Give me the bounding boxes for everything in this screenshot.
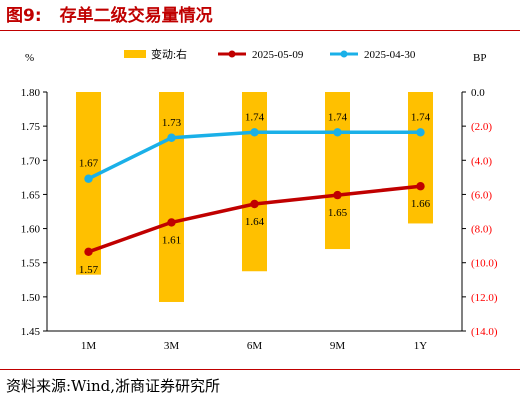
data-point [84,174,93,183]
bar-9M [325,92,350,250]
data-label: 1.74 [245,111,265,123]
data-point [333,190,342,200]
data-label: 1.64 [245,216,265,228]
right-tick-label: (10.0) [471,258,498,270]
source-note: 资料来源:Wind,浙商证券研究所 [6,377,221,395]
legend-marker-1 [340,50,348,58]
right-tick-label: (4.0) [471,155,492,167]
left-tick-label: 1.50 [21,292,41,304]
x-tick-label: 6M [247,340,263,352]
data-label: 1.74 [328,111,348,123]
left-tick-label: 1.45 [21,326,41,338]
data-point [416,182,425,191]
left-tick-label: 1.55 [21,258,41,270]
right-tick-label: (6.0) [471,189,492,201]
right-tick-label: (8.0) [471,224,492,236]
legend-marker-0 [228,50,236,58]
figure-title: 图9: 存单二级交易量情况 [6,4,213,28]
figure-number: 图9: [6,6,42,26]
legend-label-0: 2025-05-09 [252,49,304,61]
data-label: 1.65 [328,207,348,219]
data-label: 1.66 [411,198,431,210]
legend-label-bars: 变动:右 [151,47,187,61]
right-tick-label: (12.0) [471,292,498,304]
source-rule [0,369,520,370]
left-tick-label: 1.70 [21,155,41,167]
bar-3M [159,92,184,302]
bar-1M [76,92,101,275]
data-point [84,247,93,256]
x-tick-label: 9M [330,340,346,352]
x-tick-label: 1Y [414,340,428,352]
title-rule [0,30,520,31]
right-tick-label: (2.0) [471,121,492,133]
data-label: 1.74 [411,111,431,123]
data-point [250,128,259,137]
right-axis-unit: BP [473,52,486,64]
bar-6M [242,92,267,272]
left-tick-label: 1.60 [21,224,41,236]
right-tick-label: (14.0) [471,326,498,338]
data-point [416,128,425,137]
legend-swatch-bars [124,50,146,58]
figure-title-text: 存单二级交易量情况 [59,6,213,26]
data-point [167,218,176,227]
data-label: 1.73 [162,117,182,129]
data-point [250,199,259,209]
chart: 变动:右 2025-05-09 2025-04-30% BP 1.45 1.50 1.55 1… [21,47,498,352]
legend-label-1: 2025-04-30 [364,49,416,61]
data-label: 1.67 [79,158,99,170]
data-label: 1.61 [162,234,181,246]
x-tick-label: 3M [164,340,180,352]
bar-1Y [408,92,433,224]
right-tick-label: 0.0 [471,87,485,99]
left-tick-label: 1.80 [21,87,41,99]
left-axis-unit: % [25,52,34,64]
left-tick-label: 1.75 [21,121,41,133]
data-point [167,133,176,142]
left-tick-label: 1.65 [21,189,41,201]
x-tick-label: 1M [81,340,97,352]
data-label: 1.57 [79,264,99,276]
data-point [333,128,342,137]
